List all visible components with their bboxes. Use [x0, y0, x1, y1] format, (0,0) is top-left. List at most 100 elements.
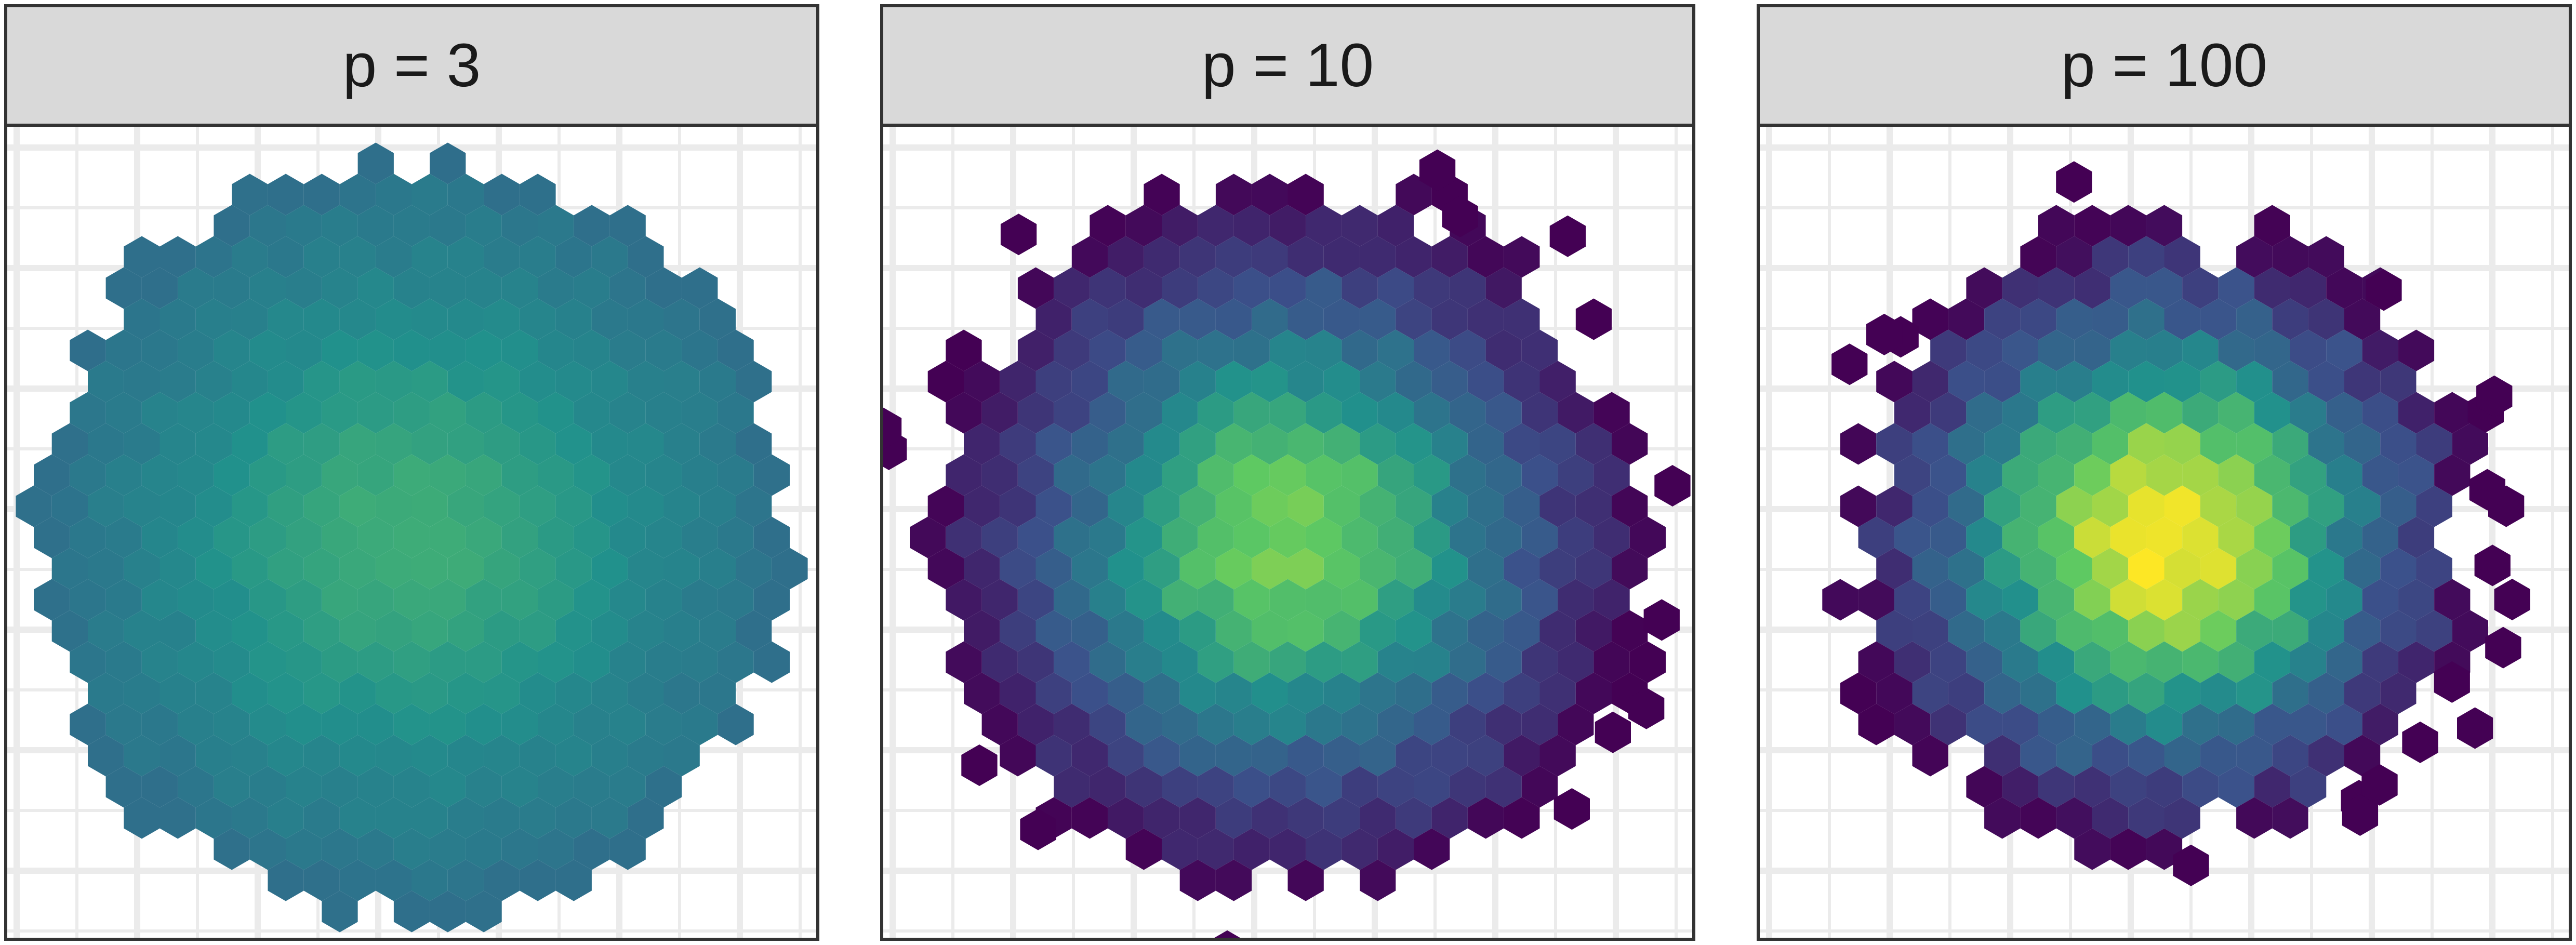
hex-bin	[1342, 641, 1378, 683]
hex-bin	[1396, 361, 1432, 403]
hex-bin	[1521, 766, 1558, 808]
hex-bin	[1287, 423, 1324, 465]
hex-bin	[1948, 298, 1985, 340]
hex-bin	[2038, 703, 2075, 746]
hex-bin	[663, 485, 700, 527]
hex-bin	[2236, 797, 2273, 839]
hex-bin	[964, 361, 1000, 403]
hex-bin	[1360, 548, 1396, 590]
hex-bin	[1198, 766, 1234, 808]
hex-bin	[2056, 236, 2092, 278]
hex-bin	[555, 361, 592, 403]
hex-bin	[484, 610, 520, 652]
hex-bin	[663, 423, 700, 465]
hex-bin	[447, 548, 484, 590]
hex-bin	[591, 236, 628, 278]
hex-bin	[1054, 579, 1090, 621]
hex-bin	[2074, 828, 2110, 870]
hex-bin	[303, 423, 340, 465]
hex-bin	[981, 392, 1018, 434]
hex-bin	[2236, 485, 2273, 527]
hex-bin	[1215, 548, 1252, 590]
hex-bin	[1948, 485, 1985, 527]
hex-bin	[1360, 361, 1396, 403]
hex-bin	[286, 641, 322, 683]
hex-bin	[1162, 267, 1198, 309]
hex-bin	[2452, 423, 2488, 465]
hex-bin	[1966, 392, 2002, 434]
hex-bin	[609, 392, 646, 434]
hex-bin	[1840, 485, 1877, 527]
hex-bin	[2200, 485, 2237, 527]
hex-bin	[2038, 205, 2075, 247]
hex-bin	[1360, 485, 1396, 527]
hex-bin	[1252, 361, 1288, 403]
hex-bin	[2308, 423, 2344, 465]
hex-bin	[357, 641, 394, 683]
hex-bin	[195, 298, 232, 340]
hex-bin	[2182, 454, 2219, 496]
hex-bin	[1287, 859, 1324, 901]
hex-bin	[2110, 641, 2146, 683]
hex-bin	[645, 267, 682, 309]
hex-bin	[249, 392, 286, 434]
hex-bin	[2110, 267, 2146, 309]
hex-bin	[232, 361, 268, 403]
hex-bin	[1269, 392, 1306, 434]
hex-bin	[1035, 361, 1072, 403]
hex-bin	[1485, 329, 1522, 371]
hex-bin	[2236, 735, 2273, 777]
hex-bin	[1071, 298, 1108, 340]
hex-bin	[2146, 703, 2183, 746]
hex-bin	[484, 361, 520, 403]
hex-bin	[2038, 329, 2075, 371]
hex-bin	[964, 423, 1000, 465]
facet-panel-p3: p = 3	[4, 4, 819, 941]
hex-bin	[1431, 735, 1468, 777]
hex-bin	[628, 735, 664, 777]
hex-bin	[232, 174, 268, 216]
hex-bin	[2146, 766, 2183, 808]
hex-bin	[322, 205, 358, 247]
hex-bin	[964, 610, 1000, 652]
hex-bin	[1090, 579, 1126, 621]
hex-bin	[2146, 579, 2183, 621]
hex-bin	[1198, 703, 1234, 746]
hex-bin	[2128, 485, 2165, 527]
hex-bin	[2038, 454, 2075, 496]
hex-bin	[2290, 579, 2327, 621]
hex-bin	[1539, 735, 1576, 777]
hex-bin	[2146, 516, 2183, 558]
hex-bin	[699, 548, 736, 590]
hex-bin	[609, 579, 646, 621]
hex-bin	[1017, 579, 1054, 621]
hex-bin	[2092, 485, 2129, 527]
hex-bin	[51, 610, 88, 652]
hex-bin	[2038, 766, 2075, 808]
hex-bin	[1323, 610, 1360, 652]
hex-bin	[2476, 375, 2513, 417]
hex-bin	[1108, 610, 1144, 652]
hex-bin	[1108, 548, 1144, 590]
hex-bin	[1342, 454, 1378, 496]
hex-bin	[1035, 423, 1072, 465]
hex-bin	[1125, 579, 1162, 621]
hex-bin	[2092, 361, 2129, 403]
facet-panel-p10: p = 10	[880, 4, 1695, 941]
hex-bin	[699, 672, 736, 714]
hex-bin	[124, 672, 160, 714]
hex-bin	[591, 485, 628, 527]
hex-bin	[393, 267, 430, 309]
hex-bin	[1125, 766, 1162, 808]
hex-bin	[520, 174, 556, 216]
hex-bin	[411, 548, 448, 590]
hex-bin	[1054, 392, 1090, 434]
hex-bin	[1035, 485, 1072, 527]
hex-bin	[1894, 516, 1931, 558]
hex-bin	[2344, 735, 2381, 777]
hex-bin	[2074, 516, 2110, 558]
hex-bin	[1984, 797, 2021, 839]
hex-bin	[2218, 703, 2254, 746]
hex-bin	[466, 641, 502, 683]
hex-bin	[1306, 766, 1342, 808]
